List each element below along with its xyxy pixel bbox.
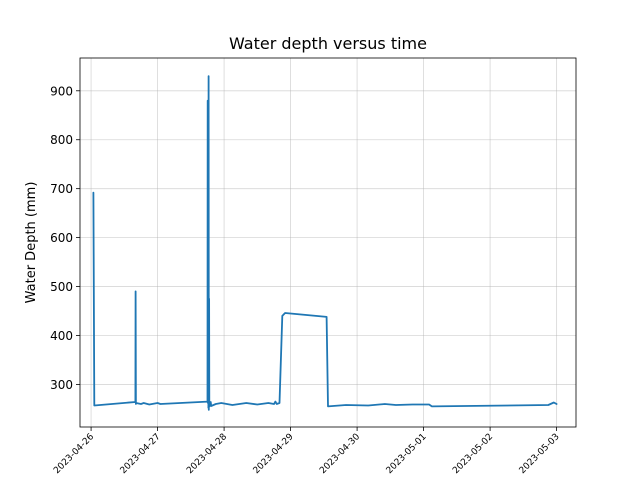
y-axis-label: Water Depth (mm) bbox=[24, 182, 39, 304]
y-tick-label: 700 bbox=[50, 182, 73, 196]
grid bbox=[80, 58, 576, 427]
y-tick-label: 900 bbox=[50, 84, 73, 98]
y-tick-label: 400 bbox=[50, 329, 73, 343]
water-depth-line bbox=[92, 75, 558, 411]
y-tick-label: 500 bbox=[50, 280, 73, 294]
axes-frame bbox=[79, 57, 577, 428]
plot-area bbox=[92, 75, 558, 411]
y-axis-ticks: 300 400 500 600 700 800 900 bbox=[50, 84, 80, 392]
chart-title: Water depth versus time bbox=[229, 34, 427, 53]
y-tick-label: 300 bbox=[50, 378, 73, 392]
y-tick-label: 800 bbox=[50, 133, 73, 147]
y-tick-label: 600 bbox=[50, 231, 73, 245]
